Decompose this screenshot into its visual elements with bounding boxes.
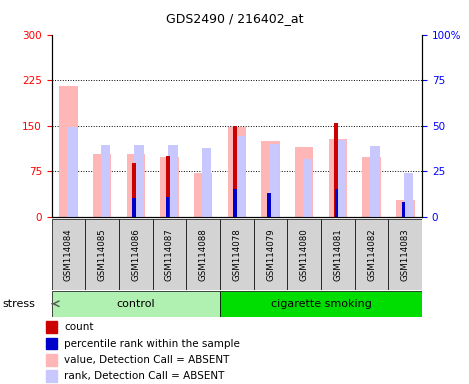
Bar xyxy=(404,172,413,217)
Bar xyxy=(234,189,237,217)
FancyBboxPatch shape xyxy=(186,219,220,290)
Bar xyxy=(370,146,380,217)
Bar xyxy=(168,145,178,217)
Bar xyxy=(59,86,78,217)
Text: GSM114078: GSM114078 xyxy=(232,228,242,281)
Bar xyxy=(46,338,57,349)
Text: GDS2490 / 216402_at: GDS2490 / 216402_at xyxy=(166,12,303,25)
FancyBboxPatch shape xyxy=(52,219,85,290)
Bar xyxy=(227,127,246,217)
Bar xyxy=(269,144,279,217)
FancyBboxPatch shape xyxy=(220,219,254,290)
Bar xyxy=(267,193,271,217)
Text: GSM114087: GSM114087 xyxy=(165,228,174,281)
Bar xyxy=(132,197,136,217)
Bar xyxy=(101,145,110,217)
Bar xyxy=(363,157,381,217)
Bar xyxy=(166,156,170,217)
FancyBboxPatch shape xyxy=(153,219,186,290)
Bar xyxy=(132,164,136,217)
Bar xyxy=(194,172,212,217)
FancyBboxPatch shape xyxy=(254,219,287,290)
Text: GSM114079: GSM114079 xyxy=(266,228,275,281)
FancyBboxPatch shape xyxy=(321,219,355,290)
Bar xyxy=(202,148,211,217)
Text: GSM114088: GSM114088 xyxy=(199,228,208,281)
Bar xyxy=(303,159,312,217)
Bar xyxy=(135,145,144,217)
Bar xyxy=(261,141,280,217)
Text: cigarette smoking: cigarette smoking xyxy=(271,299,371,309)
Bar xyxy=(46,370,57,382)
Text: GSM114083: GSM114083 xyxy=(401,228,410,281)
Bar xyxy=(334,189,338,217)
Bar xyxy=(46,321,57,333)
Bar xyxy=(93,154,111,217)
FancyBboxPatch shape xyxy=(220,291,422,317)
Text: GSM114080: GSM114080 xyxy=(300,228,309,281)
Bar xyxy=(295,147,313,217)
Text: count: count xyxy=(64,322,94,332)
Bar xyxy=(46,354,57,366)
Text: stress: stress xyxy=(2,299,35,309)
Text: GSM114082: GSM114082 xyxy=(367,228,376,281)
Bar xyxy=(235,136,245,217)
Bar xyxy=(160,157,179,217)
Bar xyxy=(329,139,347,217)
Text: GSM114086: GSM114086 xyxy=(131,228,140,281)
Text: value, Detection Call = ABSENT: value, Detection Call = ABSENT xyxy=(64,355,230,365)
Bar xyxy=(402,202,405,217)
Bar xyxy=(337,141,346,217)
Bar xyxy=(67,127,76,217)
FancyBboxPatch shape xyxy=(355,219,388,290)
FancyBboxPatch shape xyxy=(388,219,422,290)
Text: GSM114085: GSM114085 xyxy=(98,228,106,281)
FancyBboxPatch shape xyxy=(287,219,321,290)
Bar xyxy=(127,154,145,217)
Text: rank, Detection Call = ABSENT: rank, Detection Call = ABSENT xyxy=(64,371,225,381)
Text: GSM114081: GSM114081 xyxy=(333,228,342,281)
Text: control: control xyxy=(116,299,155,309)
Text: percentile rank within the sample: percentile rank within the sample xyxy=(64,339,240,349)
FancyBboxPatch shape xyxy=(52,291,220,317)
Bar xyxy=(396,200,415,217)
FancyBboxPatch shape xyxy=(119,219,152,290)
Text: GSM114084: GSM114084 xyxy=(64,228,73,281)
Bar xyxy=(233,126,237,217)
Bar xyxy=(166,197,169,217)
Bar xyxy=(334,123,339,217)
FancyBboxPatch shape xyxy=(85,219,119,290)
